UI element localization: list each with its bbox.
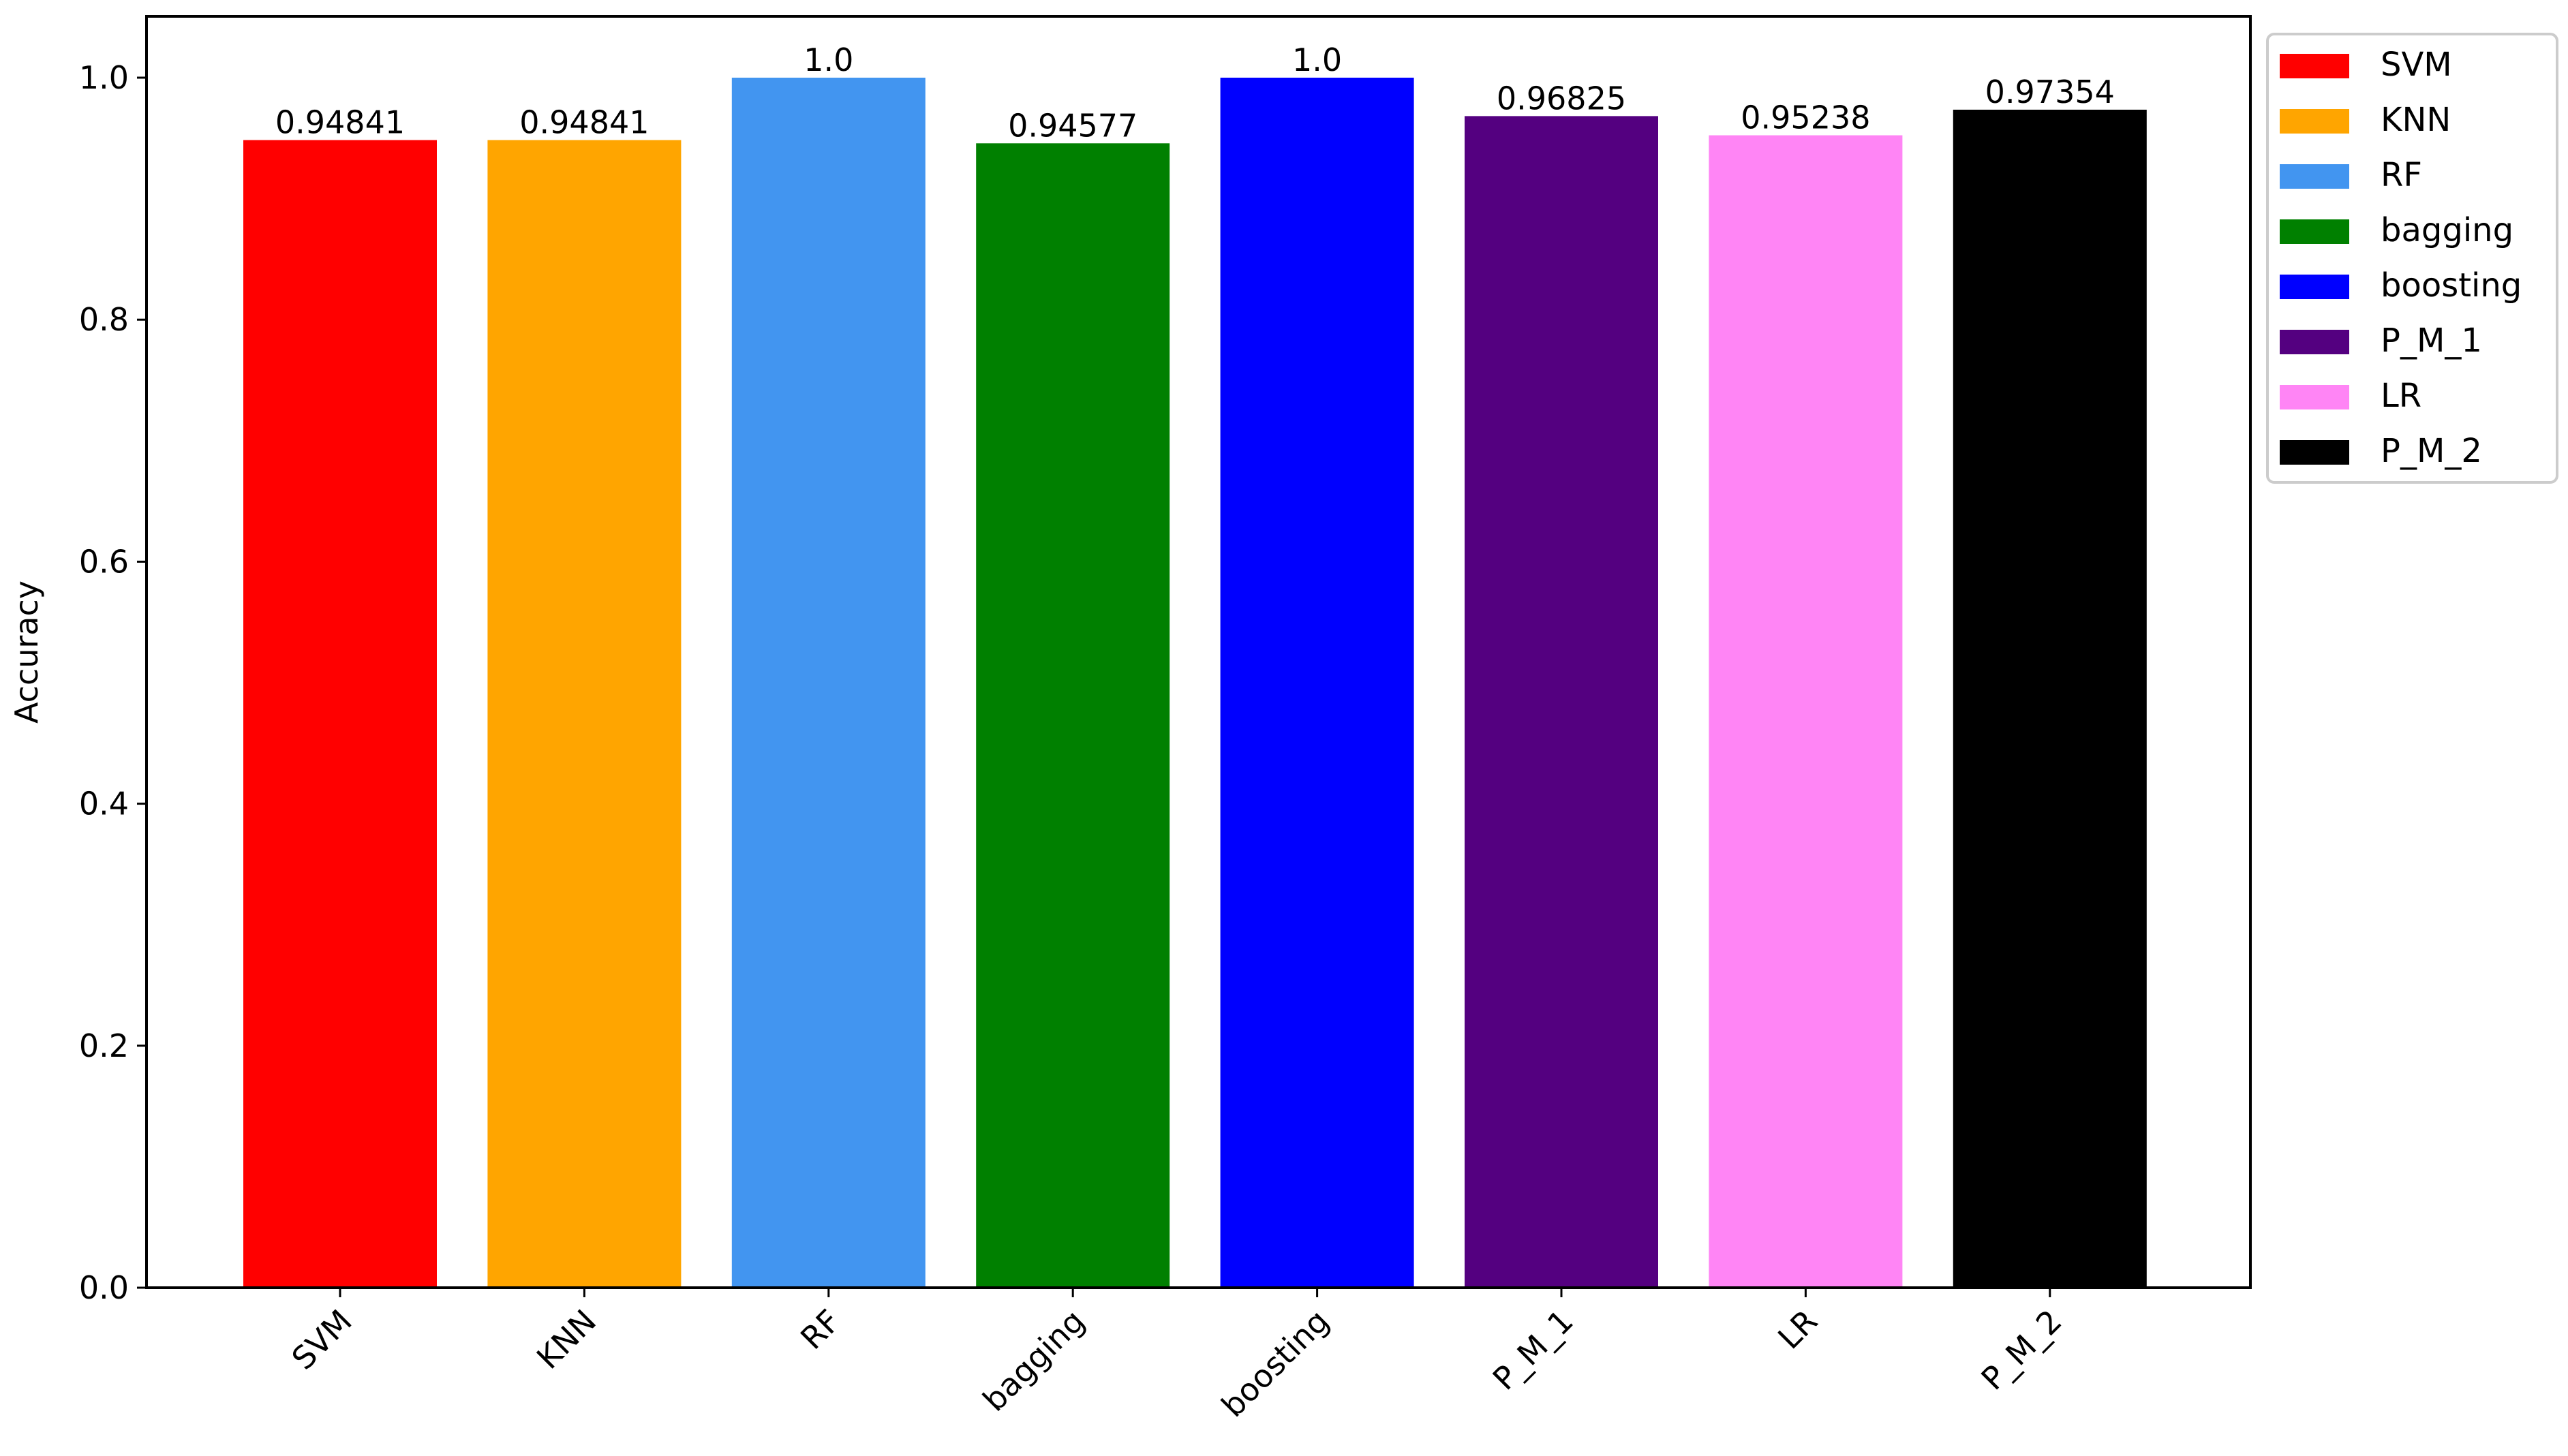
x-tick-label: LR <box>1771 1303 1824 1357</box>
plot-area <box>147 16 2250 1288</box>
legend-swatch <box>2280 54 2349 78</box>
legend-swatch <box>2280 330 2349 354</box>
legend-label: boosting <box>2381 266 2522 305</box>
bar-rf <box>731 78 926 1288</box>
bar-value-label: 0.94841 <box>275 104 405 141</box>
legend-swatch <box>2280 219 2349 244</box>
bar-value-label: 1.0 <box>804 42 853 78</box>
y-axis-label: Accuracy <box>8 580 45 724</box>
bar-knn <box>487 140 682 1288</box>
value-labels-group: 0.94841 0.94841 1.0 0.94577 1.0 0.96825 0.9523… <box>275 42 2115 144</box>
x-tick-label: P_M_2 <box>1974 1303 2068 1397</box>
legend-label: LR <box>2381 377 2421 415</box>
bar-value-label: 0.95238 <box>1741 99 1870 136</box>
legend-swatch <box>2280 275 2349 299</box>
y-axis: 0.0 0.2 0.4 0.6 0.8 1.0 <box>79 59 147 1306</box>
bar-p_m_1 <box>1465 116 1658 1288</box>
legend: SVM KNN RF bagging boosting P_M_1 LR P_M_2 <box>2266 33 2558 484</box>
y-tick-label: 0.6 <box>79 543 129 580</box>
bar-value-label: 0.94577 <box>1008 107 1137 144</box>
legend-swatch <box>2280 385 2349 409</box>
legend-label: SVM <box>2381 46 2452 84</box>
bar-value-label: 1.0 <box>1292 42 1342 78</box>
bar-boosting <box>1220 78 1414 1288</box>
x-tick-label: RF <box>793 1303 847 1357</box>
bar-value-label: 0.94841 <box>519 104 649 141</box>
x-axis: SVM KNN RF bagging boosting P_M_1 LR P_M_2 <box>285 1288 2069 1424</box>
bar-lr <box>1709 135 1903 1288</box>
legend-label: P_M_2 <box>2381 432 2482 470</box>
y-tick-label: 0.8 <box>79 301 129 338</box>
bar-value-label: 0.96825 <box>1497 80 1626 117</box>
legend-label: RF <box>2381 156 2422 194</box>
y-tick-label: 1.0 <box>79 59 129 96</box>
legend-frame <box>2266 33 2558 484</box>
plot-frame <box>145 15 2252 1289</box>
y-tick-label: 0.4 <box>79 786 129 822</box>
y-tick-label: 0.0 <box>79 1269 129 1306</box>
bar-svm <box>243 140 437 1288</box>
x-tick-label: SVM <box>285 1303 359 1377</box>
y-tick-label: 0.2 <box>79 1027 129 1064</box>
legend-swatch <box>2280 440 2349 465</box>
x-tick-label: KNN <box>530 1303 603 1376</box>
legend-label: P_M_1 <box>2381 322 2482 360</box>
legend-swatch <box>2280 109 2349 134</box>
bar-value-label: 0.97354 <box>1985 74 2115 110</box>
legend-swatch <box>2280 164 2349 189</box>
x-tick-label: boosting <box>1214 1303 1336 1425</box>
legend-label: KNN <box>2381 101 2451 139</box>
bars-group <box>243 78 2147 1288</box>
bar-p_m_2 <box>1953 109 2147 1288</box>
legend-label: bagging <box>2381 211 2513 249</box>
bar-bagging <box>976 143 1170 1288</box>
x-tick-label: bagging <box>976 1303 1092 1419</box>
x-tick-label: P_M_1 <box>1486 1303 1580 1397</box>
